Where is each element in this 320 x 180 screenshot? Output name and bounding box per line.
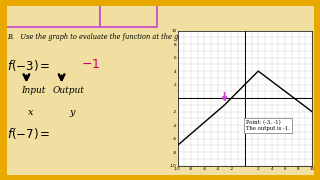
Text: x: x <box>28 108 34 117</box>
Text: y: y <box>69 108 75 117</box>
Text: Output: Output <box>53 86 85 95</box>
Text: $f(-3) = $: $f(-3) = $ <box>7 58 51 73</box>
Text: $-1$: $-1$ <box>81 58 100 71</box>
Text: $f(input) = output$: $f(input) = output$ <box>15 8 91 21</box>
Text: $f(-7) = $: $f(-7) = $ <box>7 126 51 141</box>
Text: $f(x) = y$: $f(x) = y$ <box>111 8 146 21</box>
FancyBboxPatch shape <box>5 4 100 27</box>
Text: Input: Input <box>21 86 45 95</box>
Text: B.   Use the graph to evaluate the function at the given values.: B. Use the graph to evaluate the functio… <box>7 33 218 41</box>
FancyBboxPatch shape <box>100 4 157 27</box>
Text: Point: (-3, -1)
The output is -1.: Point: (-3, -1) The output is -1. <box>246 120 290 131</box>
